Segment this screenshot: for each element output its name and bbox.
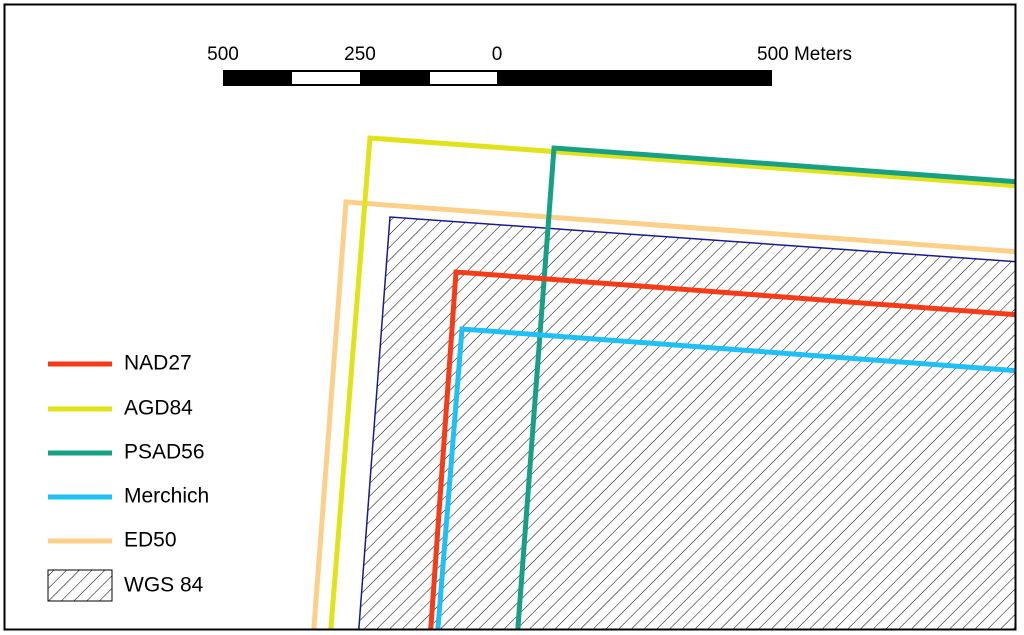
- merchich-boundary: [435, 326, 1015, 629]
- scale-bar-segment: [292, 72, 360, 84]
- legend-label: PSAD56: [124, 441, 205, 464]
- legend-label: AGD84: [124, 397, 193, 420]
- legend-label: ED50: [124, 529, 177, 552]
- legend-swatch: [47, 569, 113, 602]
- agd84-boundary: [328, 135, 1015, 629]
- nad27-boundary: [428, 269, 1015, 629]
- ed50-boundary: [311, 199, 1015, 629]
- legend-label: Merchich: [124, 485, 209, 508]
- scale-label: 500 Meters: [757, 44, 852, 65]
- psad56-boundary: [515, 145, 1015, 629]
- legend-label: NAD27: [124, 352, 192, 375]
- scale-bar-segment: [223, 70, 772, 86]
- scale-label: 250: [344, 44, 376, 65]
- scale-bar: 500 250 0 500 Meters: [207, 44, 852, 86]
- wgs84-area: [358, 216, 1015, 629]
- map-frame: [3, 3, 1017, 631]
- scale-label: 0: [492, 44, 503, 65]
- legend-label: WGS 84: [124, 574, 204, 597]
- scale-bar-segment: [430, 72, 497, 84]
- scale-label: 500: [207, 44, 239, 65]
- map-layers: [311, 135, 1015, 629]
- legend: NAD27 AGD84 PSAD56 Merchich ED50 WGS 84: [47, 352, 209, 602]
